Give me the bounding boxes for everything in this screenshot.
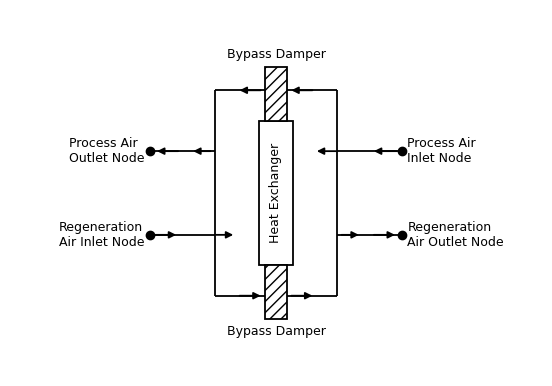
Bar <box>266 265 286 318</box>
Text: Regeneration
Air Inlet Node: Regeneration Air Inlet Node <box>59 221 145 249</box>
Text: Bypass Damper: Bypass Damper <box>226 325 326 339</box>
Text: Process Air
Inlet Node: Process Air Inlet Node <box>407 137 476 165</box>
Bar <box>259 121 293 265</box>
Text: Heat Exchanger: Heat Exchanger <box>269 143 283 243</box>
Text: Regeneration
Air Outlet Node: Regeneration Air Outlet Node <box>407 221 504 249</box>
Text: Bypass Damper: Bypass Damper <box>226 47 326 61</box>
Bar <box>266 68 286 121</box>
Text: Process Air
Outlet Node: Process Air Outlet Node <box>69 137 145 165</box>
